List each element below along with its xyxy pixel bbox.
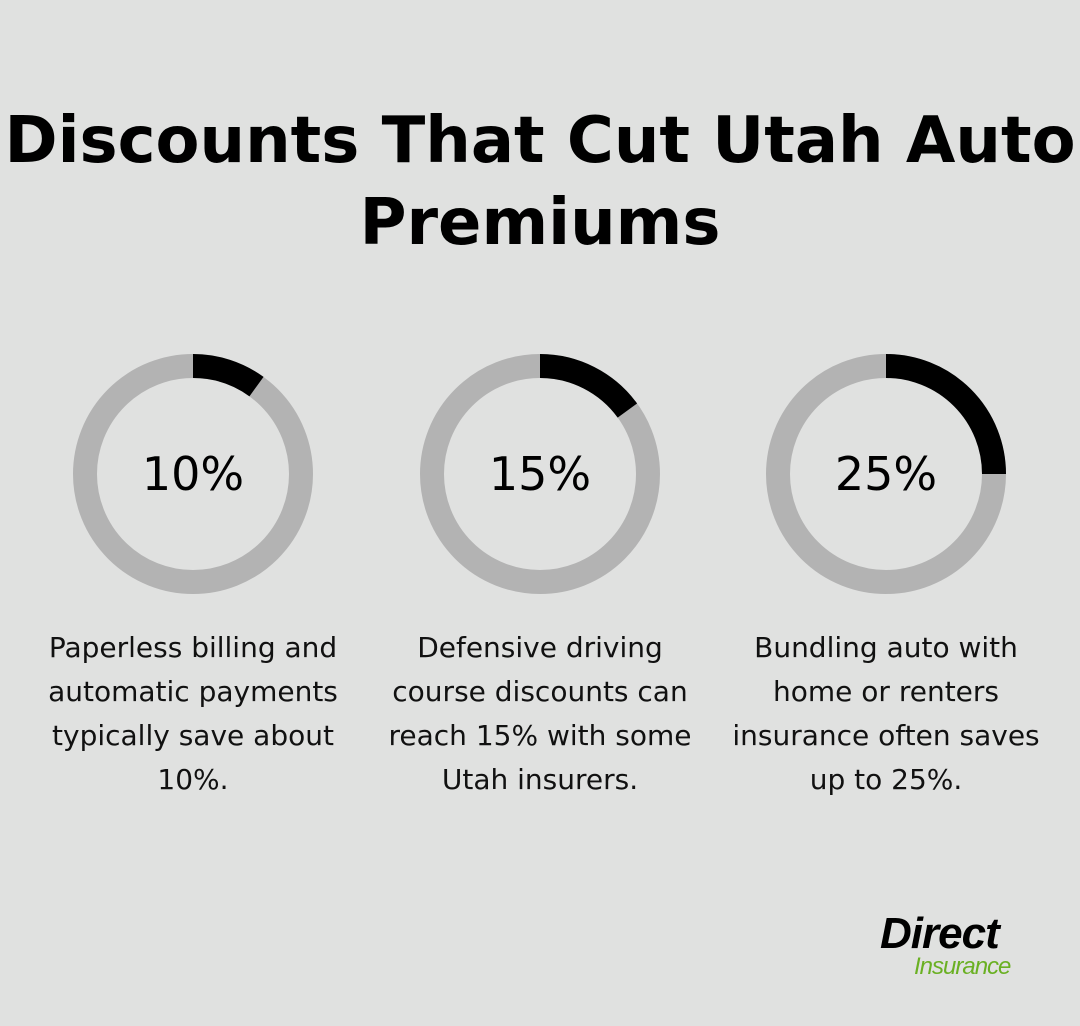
description-1: Paperless billing and automatic payments… [48,631,338,796]
donut-value-arc [539,354,638,418]
logo-insurance: Insurance [914,953,1011,980]
direct-insurance-logo: Direct Insurance [880,909,1030,980]
donut-chart-2: 15% [420,354,660,594]
percent-label: 25% [834,447,938,501]
description-3: Bundling auto with home or renters insur… [732,631,1040,796]
donut-chart-3: 25% [766,354,1006,594]
donut-chart-1: 10% [73,354,313,594]
percent-label: 10% [141,447,245,501]
description-2: Defensive driving course discounts can r… [388,631,692,796]
page-title: Discounts That Cut Utah Auto Premiums [4,104,1076,260]
logo-direct: Direct [880,909,1000,958]
percent-label: 15% [488,447,592,501]
donut-value-arc [885,354,1006,475]
donut-value-arc [192,354,264,397]
